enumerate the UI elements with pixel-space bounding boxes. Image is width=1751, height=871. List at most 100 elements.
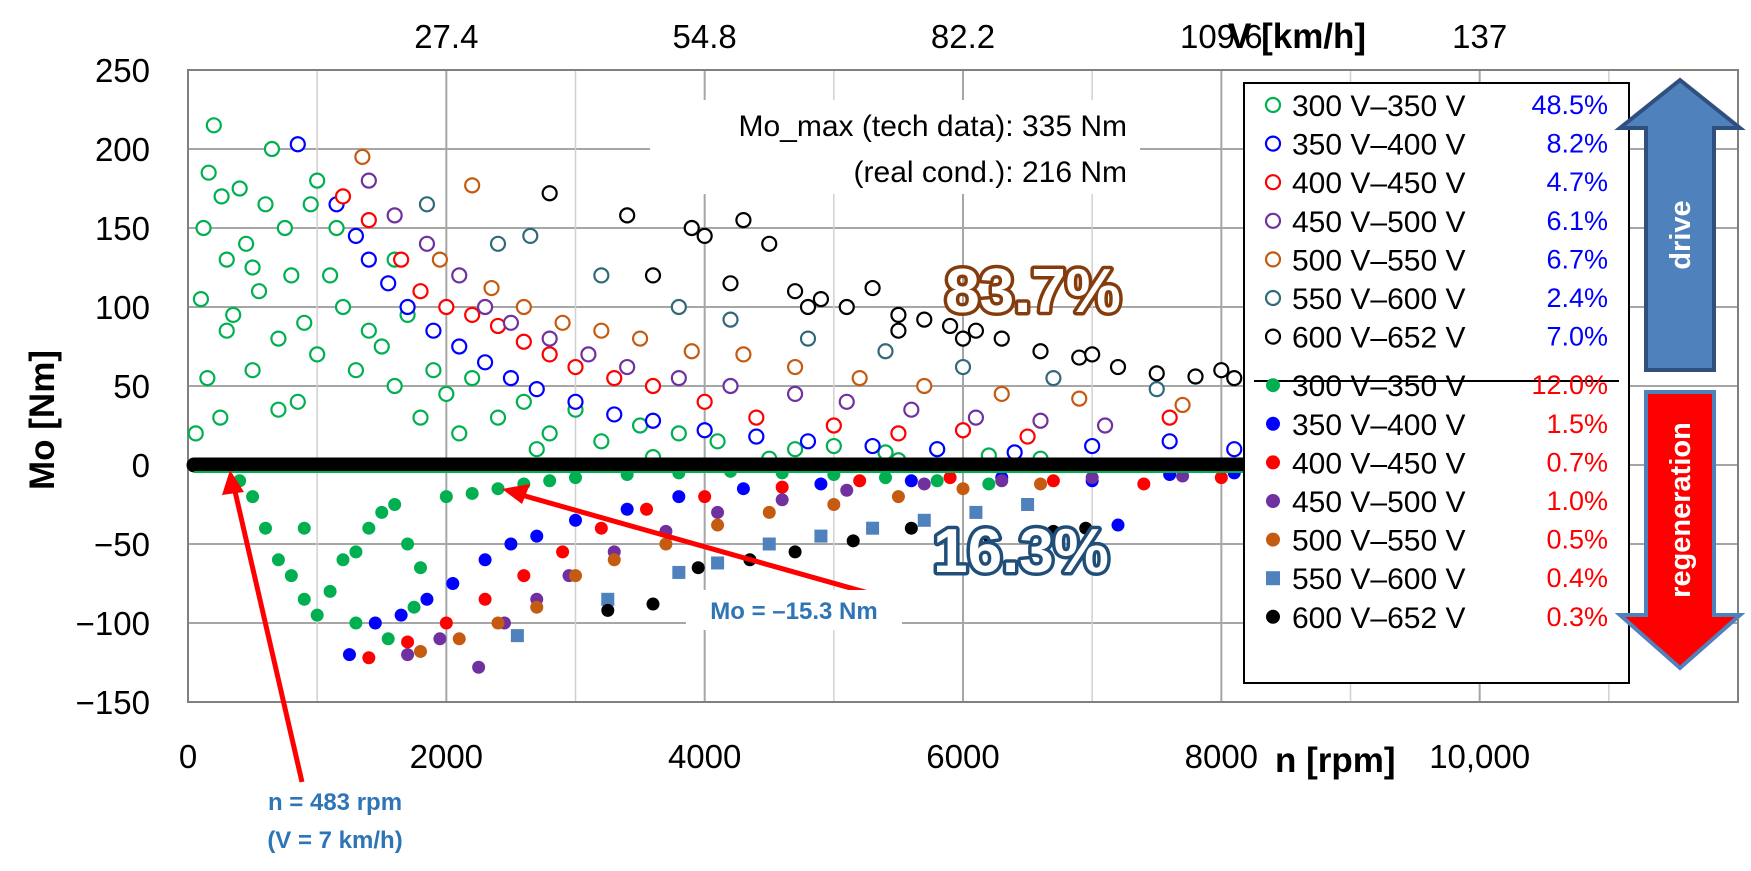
data-point xyxy=(683,343,700,360)
data-point xyxy=(735,212,752,229)
secondary-x-axis-ticks: 27.4 54.8 82.2 109.6 137 xyxy=(414,18,1507,55)
data-point xyxy=(250,283,268,300)
data-point xyxy=(696,393,713,410)
data-point xyxy=(483,279,500,297)
data-point xyxy=(969,505,983,519)
data-point xyxy=(1148,381,1165,398)
data-point xyxy=(491,616,505,630)
data-point xyxy=(296,314,313,331)
y-tick-label: 0 xyxy=(132,447,150,484)
data-point xyxy=(838,298,855,316)
annotation-mo-background xyxy=(686,590,902,630)
data-point xyxy=(786,441,804,458)
note-real-cond: (real cond.): 216 Nm xyxy=(854,156,1127,189)
legend: 300 V–350 V 48.5% 350 V–400 V 8.2% 400 V–450… xyxy=(1243,82,1630,684)
data-point xyxy=(425,362,442,379)
data-point xyxy=(903,401,920,418)
data-point xyxy=(606,370,623,387)
data-point xyxy=(967,322,985,339)
data-point xyxy=(825,417,842,434)
data-point xyxy=(1071,349,1088,366)
series-regeneration-2 xyxy=(362,467,1306,665)
y-tick-label: −150 xyxy=(76,684,150,721)
data-point xyxy=(368,616,382,630)
data-point xyxy=(606,406,623,423)
data-point xyxy=(347,362,365,379)
data-point xyxy=(310,608,324,622)
data-point xyxy=(451,338,468,355)
data-point xyxy=(877,444,894,461)
legend-share: 6.1% xyxy=(1546,206,1608,236)
data-point xyxy=(866,521,880,535)
drive-arrow-label: drive xyxy=(1665,200,1697,269)
data-point xyxy=(452,632,466,646)
x-tick-label: 0 xyxy=(179,738,197,775)
data-point xyxy=(607,553,621,567)
data-point xyxy=(799,433,817,450)
legend-share: 0.3% xyxy=(1546,602,1608,632)
secondary-x-tick-label: 82.2 xyxy=(931,18,995,55)
legend-marker xyxy=(1264,328,1282,345)
data-point xyxy=(640,502,654,516)
data-point xyxy=(644,267,662,284)
data-point xyxy=(593,267,610,284)
data-point xyxy=(451,267,468,284)
legend-entry: 350 V–400 V 1.5% xyxy=(1266,409,1608,442)
data-point xyxy=(954,330,972,347)
annotation-n-text: n = 483 rpm xyxy=(268,789,402,816)
data-point xyxy=(1109,358,1127,376)
data-point xyxy=(451,425,468,442)
legend-share: 8.2% xyxy=(1546,129,1608,159)
x-axis-title: n [rpm] xyxy=(1275,741,1396,780)
data-point xyxy=(556,545,570,559)
x-axis-ticks: 0 2000 4000 6000 8000 10,000 xyxy=(179,738,1530,775)
legend-share: 0.7% xyxy=(1546,447,1608,477)
drive-arrow-shape xyxy=(1614,77,1746,372)
data-point xyxy=(722,311,739,328)
legend-entry: 550 V–600 V 0.4% xyxy=(1266,563,1608,596)
data-point xyxy=(362,521,376,535)
data-point xyxy=(1137,477,1151,491)
data-point xyxy=(1174,396,1191,414)
data-point xyxy=(438,385,455,402)
data-point xyxy=(619,358,636,376)
data-point xyxy=(360,172,377,189)
data-point xyxy=(775,480,789,494)
data-point xyxy=(696,422,713,439)
legend-marker xyxy=(1266,571,1280,586)
y-axis-title: Mo [Nm] xyxy=(23,350,62,490)
secondary-x-axis-title: V [km/h] xyxy=(1228,17,1366,56)
data-point xyxy=(465,486,479,500)
data-point xyxy=(853,474,867,488)
legend-label: 500 V–550 V xyxy=(1292,525,1465,558)
legend-label: 600 V–652 V xyxy=(1292,322,1465,355)
data-point xyxy=(412,409,429,426)
data-point xyxy=(1226,370,1243,387)
data-point xyxy=(412,283,429,300)
data-point xyxy=(502,314,520,331)
legend-marker xyxy=(1266,494,1280,508)
data-point xyxy=(1226,441,1243,458)
legend-label: 400 V–450 V xyxy=(1292,167,1465,200)
series-regeneration-5 xyxy=(510,498,1035,643)
series-layer xyxy=(187,117,1527,674)
data-point xyxy=(569,513,582,527)
data-point xyxy=(930,474,944,488)
legend-marker xyxy=(1264,135,1282,152)
legend-entry: 500 V–550 V 0.5% xyxy=(1266,525,1608,558)
data-point xyxy=(840,483,854,497)
data-point xyxy=(786,283,804,300)
data-point xyxy=(1214,471,1228,485)
x-tick-label: 8000 xyxy=(1185,738,1258,775)
data-point xyxy=(672,565,686,579)
data-point xyxy=(309,346,326,363)
data-point xyxy=(619,207,636,224)
annotation-v-text: (V = 7 km/h) xyxy=(267,827,402,854)
y-tick-label: 100 xyxy=(95,289,150,326)
data-point xyxy=(890,306,907,323)
data-point xyxy=(289,393,306,410)
data-point xyxy=(231,180,248,197)
regen-share-label: 16.3% xyxy=(933,517,1109,586)
data-point xyxy=(670,370,687,387)
data-point xyxy=(1096,417,1114,434)
